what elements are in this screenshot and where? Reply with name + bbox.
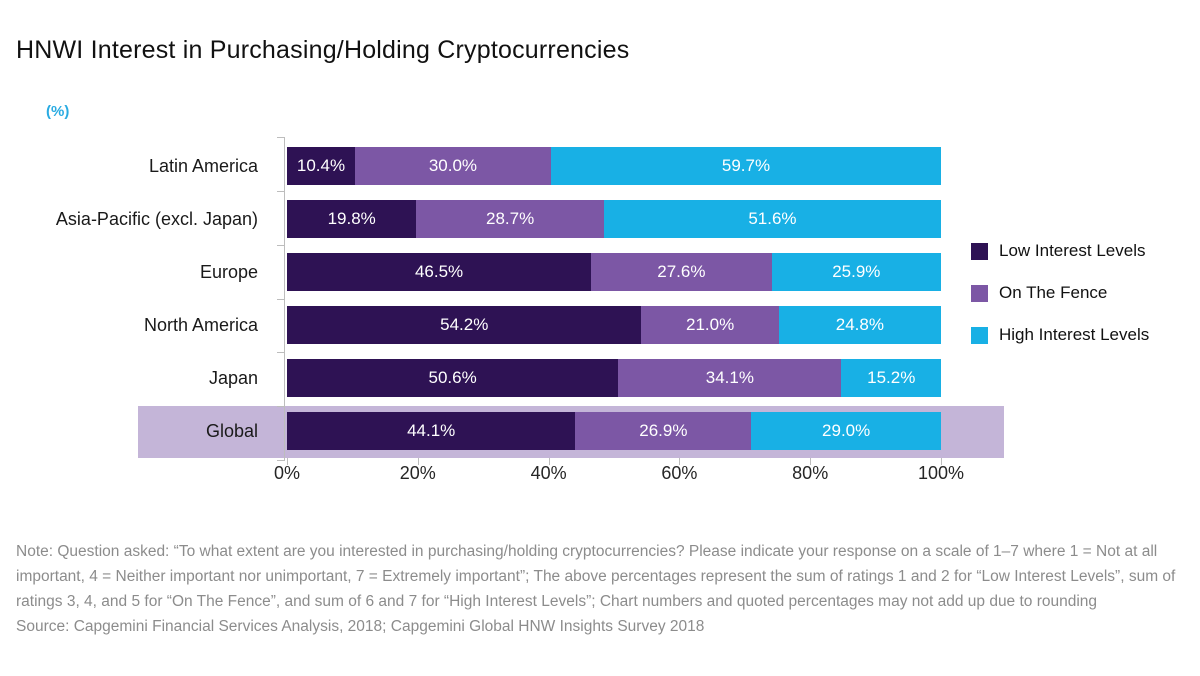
x-axis-tick-label: 40% [530, 463, 567, 483]
bar-segment-label: 15.2% [867, 368, 916, 387]
legend-label: Low Interest Levels [999, 241, 1146, 260]
legend-item: High Interest Levels [971, 325, 1149, 345]
bar-segment-label: 34.1% [705, 368, 754, 387]
x-axis-tick [679, 458, 681, 465]
x-axis-tick [941, 458, 942, 465]
bar-segment: 44.1% [287, 412, 576, 450]
legend-label: High Interest Levels [999, 325, 1150, 344]
x-axis-tick-label: 20% [399, 463, 436, 483]
category-label: Japan [208, 368, 258, 388]
bar-segment-label: 10.4% [296, 156, 346, 175]
y-axis-tick [277, 190, 285, 192]
bar-segment: 34.1% [618, 359, 842, 397]
bar-segment-label: 46.5% [414, 262, 464, 281]
y-axis-tick [277, 137, 285, 138]
chart-title: HNWI Interest in Purchasing/Holding Cryp… [16, 36, 630, 64]
bar-segment-label: 19.8% [327, 209, 376, 228]
bar-row: 19.8% 28.7% 51.6% [287, 200, 941, 238]
bar-segment-label: 59.7% [721, 156, 771, 175]
note-text: Note: Question asked: “To what extent ar… [16, 543, 1176, 610]
bar-segment-label: 25.9% [832, 262, 881, 281]
bar-segment: 29.0% [751, 412, 941, 450]
category-label: Asia-Pacific (excl. Japan) [55, 209, 258, 229]
category-label: Global [205, 421, 258, 441]
bar-row: 44.1% 26.9% 29.0% [287, 412, 941, 450]
x-axis-tick-label: 0% [273, 463, 300, 483]
bar-segment-label: 27.6% [657, 262, 706, 281]
x-axis-tick-label: 80% [792, 463, 829, 483]
category-label: Europe [199, 262, 258, 282]
bar-segment: 54.2% [287, 306, 642, 344]
bar-segment-label: 44.1% [407, 421, 456, 440]
bar-row: 50.6% 34.1% 15.2% [287, 359, 941, 397]
bar-segment: 28.7% [416, 200, 604, 238]
bar-segment: 51.6% [603, 200, 941, 238]
bar-segment: 24.8% [778, 306, 941, 344]
x-axis-tick [287, 458, 288, 465]
bar-segment-label: 30.0% [428, 156, 478, 175]
bar-segment: 21.0% [641, 306, 779, 344]
x-axis-tick-label: 100% [917, 463, 965, 483]
x-axis-tick [417, 458, 419, 465]
legend: Low Interest Levels On The Fence High Inte… [971, 241, 1149, 345]
y-axis-tick [277, 352, 285, 354]
y-axis-tick [277, 298, 285, 300]
legend-item: On The Fence [971, 283, 1149, 303]
bar-segment: 26.9% [575, 412, 752, 450]
footnotes: Note: Question asked: “To what extent ar… [16, 539, 1190, 639]
bar-segment: 50.6% [287, 359, 619, 397]
bar-row: 46.5% 27.6% 25.9% [287, 253, 941, 291]
bar-segment-label: 51.6% [748, 209, 797, 228]
bar-segment: 30.0% [354, 147, 551, 185]
y-axis-tick [277, 460, 285, 461]
bar-segment-label: 54.2% [440, 315, 489, 334]
unit-label: (%) [46, 103, 70, 120]
bar-segment-label: 29.0% [822, 421, 871, 440]
category-label: Latin America [148, 156, 258, 176]
category-label: North America [143, 315, 258, 335]
bar-segment: 27.6% [591, 253, 772, 291]
bar-segment: 19.8% [287, 200, 417, 238]
bar-segment-label: 21.0% [686, 315, 735, 334]
bar-segment-label: 28.7% [486, 209, 535, 228]
y-axis-tick [277, 406, 285, 408]
legend-item: Low Interest Levels [971, 241, 1149, 261]
bar-segment: 59.7% [550, 147, 941, 185]
bar-segment: 15.2% [841, 359, 941, 397]
bar-segment-label: 24.8% [835, 315, 884, 334]
bar-segment: 46.5% [287, 253, 592, 291]
x-axis-tick [810, 458, 812, 465]
bar-row: 54.2% 21.0% 24.8% [287, 306, 941, 344]
bar-segment-label: 50.6% [428, 368, 477, 387]
bar-row: 10.4% 30.0% 59.7% [287, 147, 941, 185]
legend-swatch [971, 326, 988, 344]
legend-label: On The Fence [999, 283, 1108, 302]
y-axis-tick [277, 244, 285, 246]
bar-segment: 10.4% [287, 147, 355, 185]
source-text: Source: Capgemini Financial Services Ana… [16, 618, 705, 635]
legend-swatch [971, 242, 988, 260]
legend-swatch [971, 284, 988, 302]
bar-segment: 25.9% [771, 253, 941, 291]
bar-segment-label: 26.9% [639, 421, 688, 440]
x-axis-tick [548, 458, 550, 465]
x-axis-tick-label: 60% [661, 463, 698, 483]
